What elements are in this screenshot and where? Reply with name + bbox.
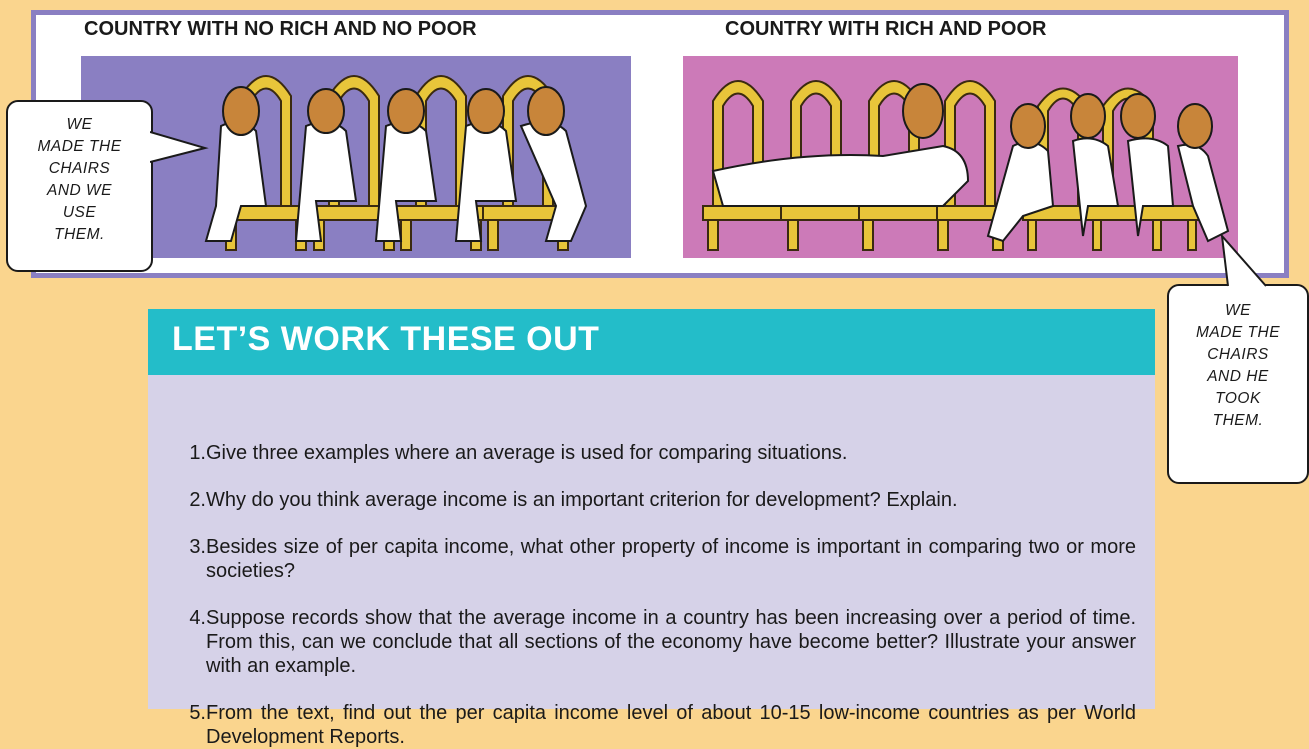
bubble-right-line: AND HE [1207,368,1269,385]
bubble-left-line: THEM. [54,226,105,243]
question-number: 5. [189,702,206,724]
bubble-right-line: CHAIRS [1207,346,1269,363]
question-text: From the text, find out the per capita i… [206,702,1136,748]
speech-bubble-left: WE MADE THE CHAIRS AND WE USE THEM. [6,100,153,272]
speech-bubble-right: WE MADE THE CHAIRS AND HE TOOK THEM. [1167,284,1309,484]
left-caption: COUNTRY WITH NO RICH AND NO POOR [84,18,477,40]
speech-tail-right [1220,234,1267,287]
question-number: 4. [189,607,206,629]
question-number: 1. [189,442,206,464]
question-number: 3. [189,536,206,558]
bubble-left-line: USE [62,204,97,221]
unequal-chairs-drawing [702,80,1230,251]
bubble-left-line: AND WE [47,182,112,199]
question-text: Suppose records show that the average in… [206,607,1136,677]
bubble-right-line: WE [1225,302,1251,319]
bubble-left-line: MADE THE [37,138,122,155]
question-text: Give three examples where an average is … [206,442,848,464]
question-text: Besides size of per capita income, what … [206,536,1136,582]
question-number: 2. [189,489,206,511]
bubble-left-line: WE [66,116,93,133]
unequal-chairs-illustration [683,56,1238,258]
equal-chairs-drawing [204,75,588,251]
question-text: Why do you think average income is an im… [206,489,958,511]
exercise-title: LET’S WORK THESE OUT [172,320,600,358]
right-caption: COUNTRY WITH RICH AND POOR [725,18,1047,40]
speech-tail-left [150,131,209,163]
bubble-right-line: TOOK [1215,390,1261,407]
bubble-left-line: CHAIRS [48,160,111,177]
bubble-right-line: MADE THE [1195,324,1281,341]
exercise-header: LET’S WORK THESE OUT [148,309,1155,375]
exercise-box: 1. Give three examples where an average … [148,330,1155,748]
bubble-right-line: THEM. [1212,412,1264,429]
equal-chairs-illustration [81,56,631,258]
